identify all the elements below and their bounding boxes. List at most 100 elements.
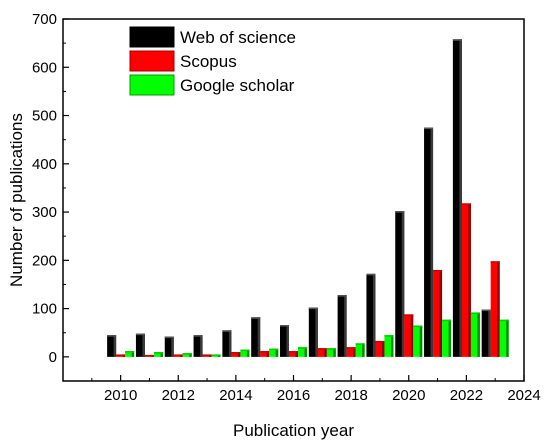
bar-top [433, 269, 443, 272]
bar-side [286, 325, 289, 357]
bar-side [160, 352, 163, 357]
bar-web-of-science-2011 [135, 333, 145, 357]
bar-side [189, 353, 192, 357]
bar-face [395, 211, 405, 357]
bar-face [260, 351, 270, 357]
bar-web-of-science-2015 [251, 317, 261, 357]
bar-google-scholar-2021 [442, 319, 452, 357]
bar-top [346, 347, 356, 349]
bar-side [439, 269, 443, 357]
bar-face [355, 343, 365, 357]
bar-top [240, 349, 250, 352]
bar-side [419, 325, 423, 357]
bar-top [144, 354, 154, 357]
bar-top [461, 203, 471, 205]
x-tick-label: 2016 [277, 387, 310, 404]
bar-side [506, 319, 509, 357]
y-tick-label: 700 [32, 11, 57, 28]
bar-google-scholar-2023 [499, 319, 509, 357]
bar-face [269, 348, 279, 357]
bar-web-of-science-2019 [366, 273, 376, 357]
bar-top [280, 325, 289, 327]
bar-top [499, 319, 509, 322]
bar-side [362, 343, 365, 357]
bar-scopus-2023 [490, 261, 500, 357]
bar-face [346, 347, 356, 357]
x-axis-title: Publication year [233, 421, 354, 440]
y-tick-label: 400 [32, 156, 57, 173]
legend-label-web-of-science: Web of science [180, 28, 296, 47]
bar-scopus-2012 [173, 354, 183, 357]
bar-face [424, 127, 434, 357]
bar-side [315, 307, 318, 357]
bar-side [390, 335, 394, 357]
y-axis-title: Number of publications [7, 113, 26, 287]
bar-top [269, 348, 279, 351]
bar-face [452, 39, 462, 357]
bar-face [182, 353, 192, 357]
bar-side [266, 351, 270, 357]
bar-face [107, 335, 117, 357]
bar-face [337, 295, 347, 357]
bar-top [298, 347, 307, 349]
bar-side [131, 351, 135, 357]
bar-google-scholar-2014 [240, 349, 250, 357]
bar-top [470, 312, 480, 314]
bar-side [477, 312, 480, 357]
bar-side [410, 314, 414, 357]
x-tick-label: 2012 [162, 387, 195, 404]
bar-google-scholar-2017 [326, 348, 336, 357]
bar-side [353, 347, 356, 357]
bar-side [142, 333, 145, 357]
bar-side [304, 347, 307, 357]
x-tick-label: 2022 [450, 387, 483, 404]
bar-side [401, 211, 405, 357]
x-tick-label: 2014 [219, 387, 252, 404]
bar-top [125, 351, 135, 353]
legend-swatch-google-scholar [129, 74, 175, 96]
bar-side [237, 352, 241, 357]
bar-scopus-2010 [116, 354, 126, 357]
bar-google-scholar-2019 [384, 335, 394, 357]
bar-web-of-science-2016 [280, 325, 289, 357]
bar-google-scholar-2011 [153, 352, 163, 357]
bar-google-scholar-2022 [470, 312, 480, 357]
legend-label-scopus: Scopus [180, 52, 237, 71]
bar-top [384, 335, 394, 337]
bar-top [135, 333, 145, 336]
y-tick-label: 600 [32, 59, 57, 76]
bar-side [430, 127, 434, 357]
bar-side [468, 203, 471, 357]
bar-face [298, 347, 307, 357]
bar-top [337, 295, 347, 297]
bar-scopus-2019 [375, 340, 385, 357]
bar-top [375, 340, 385, 343]
bar-face [317, 348, 327, 357]
x-tick-label: 2010 [104, 387, 137, 404]
bar-top [107, 335, 117, 337]
bar-top [366, 273, 376, 276]
bar-web-of-science-2013 [193, 335, 203, 357]
bar-scopus-2017 [317, 348, 327, 357]
bar-face [289, 351, 298, 357]
bar-google-scholar-2015 [269, 348, 279, 357]
bar-web-of-science-2022 [452, 39, 462, 357]
bar-top [164, 336, 174, 339]
bar-face [326, 348, 336, 357]
bar-side [246, 349, 250, 357]
bar-top [222, 330, 232, 332]
legend-label-google-scholar: Google scholar [180, 76, 295, 95]
bar-face [308, 307, 318, 357]
bar-face [251, 317, 261, 357]
bar-face [231, 352, 241, 357]
legend-swatch-scopus [129, 50, 175, 72]
bar-side [324, 348, 327, 357]
bar-top [481, 309, 491, 312]
bar-side [381, 340, 385, 357]
bar-top [116, 354, 126, 356]
bar-side [171, 336, 174, 357]
bar-top [289, 351, 298, 353]
legend: Web of science Scopus Google scholar [126, 24, 316, 100]
bar-side [488, 309, 491, 357]
